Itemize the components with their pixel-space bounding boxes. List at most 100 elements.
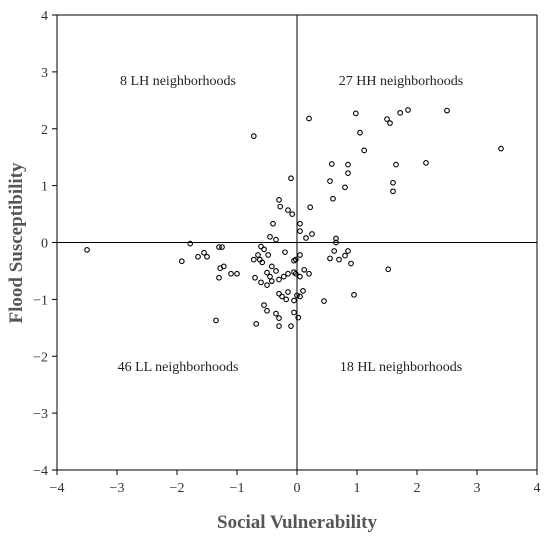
data-point (331, 248, 338, 254)
data-point (330, 195, 336, 202)
data-point (255, 252, 261, 258)
data-point (297, 220, 303, 227)
data-point (327, 178, 333, 184)
data-point (348, 260, 354, 267)
data-point (393, 161, 399, 168)
data-point (387, 120, 393, 126)
data-point (294, 292, 300, 299)
data-point (273, 310, 279, 317)
data-point (285, 289, 291, 295)
data-point (291, 257, 297, 264)
y-tick-label: 4 (41, 9, 48, 24)
data-point (390, 179, 396, 186)
data-point (295, 314, 302, 321)
x-axis-title: Social Vulnerability (217, 512, 377, 533)
data-point (201, 249, 207, 256)
y-tick-label: −4 (33, 464, 48, 479)
data-point (333, 239, 339, 246)
y-tick-label: 3 (41, 66, 48, 81)
data-point (306, 115, 312, 122)
data-point (277, 203, 284, 210)
data-point (250, 133, 257, 139)
data-point (219, 244, 225, 250)
data-point (178, 258, 185, 265)
data-point (405, 107, 411, 113)
data-point (309, 231, 315, 237)
data-point (321, 298, 327, 304)
data-point (307, 204, 314, 211)
data-point (261, 302, 267, 308)
data-point (276, 276, 282, 283)
data-point (306, 270, 312, 277)
data-point (228, 270, 234, 277)
data-point (384, 116, 390, 122)
data-point (258, 279, 264, 286)
data-point (297, 273, 303, 280)
data-point (216, 274, 222, 281)
data-point (256, 256, 263, 263)
data-point (234, 270, 240, 277)
data-point (289, 211, 296, 217)
data-point (301, 266, 308, 273)
x-tick-label: 0 (294, 481, 301, 496)
x-tick-label: −3 (110, 481, 125, 496)
data-point (352, 110, 359, 117)
reference-lines (57, 15, 537, 470)
x-tick-label: −1 (230, 481, 245, 496)
data-point (397, 109, 404, 116)
y-tick-label: −3 (33, 407, 48, 422)
x-tick-label: 3 (474, 481, 481, 496)
data-point (267, 273, 273, 280)
data-point (276, 196, 282, 203)
y-tick-label: 1 (41, 180, 48, 195)
data-point (288, 175, 294, 182)
data-point (444, 107, 450, 114)
x-tick-label: −4 (50, 481, 65, 496)
x-tick-label: 4 (534, 481, 541, 496)
quadrant-label-hl: 18 HL neighborhoods (340, 360, 462, 375)
data-point (250, 256, 257, 263)
data-point (288, 323, 294, 329)
data-point (273, 236, 279, 243)
data-point (273, 268, 279, 274)
data-point (276, 315, 282, 321)
data-point (291, 309, 297, 316)
data-point (498, 145, 504, 152)
data-point (385, 266, 392, 273)
quadrant-label-hh: 27 HH neighborhoods (339, 74, 463, 89)
x-tick-label: 1 (354, 481, 361, 496)
data-point (213, 317, 219, 324)
data-point (216, 244, 222, 250)
data-point (282, 249, 288, 256)
data-point (195, 253, 201, 260)
data-point (303, 235, 309, 241)
data-point (297, 252, 303, 258)
data-point (276, 290, 282, 297)
quadrant-label-lh: 8 LH neighborhoods (120, 74, 236, 89)
data-point (342, 184, 348, 191)
y-tick-label: −1 (33, 293, 48, 308)
data-point (265, 252, 272, 258)
data-point (345, 248, 351, 254)
data-point (297, 293, 303, 300)
data-point (423, 160, 429, 166)
y-axis-ticks: −4 −3 −2 −1 0 1 2 3 4 (33, 9, 57, 479)
data-point (283, 296, 290, 303)
data-point (357, 129, 363, 136)
data-point (252, 274, 258, 281)
data-point (285, 270, 291, 277)
data-point (345, 170, 351, 176)
data-point (336, 256, 342, 263)
data-point (361, 147, 368, 154)
x-axis-ticks: −4 −3 −2 −1 0 1 2 3 4 (50, 470, 541, 496)
data-point (187, 240, 194, 247)
data-point (279, 293, 285, 300)
data-point (351, 291, 357, 298)
data-point (285, 207, 291, 213)
data-point (291, 297, 297, 304)
data-point (268, 263, 275, 270)
data-point (270, 220, 276, 227)
data-point (390, 188, 396, 195)
y-tick-label: 2 (41, 123, 48, 138)
